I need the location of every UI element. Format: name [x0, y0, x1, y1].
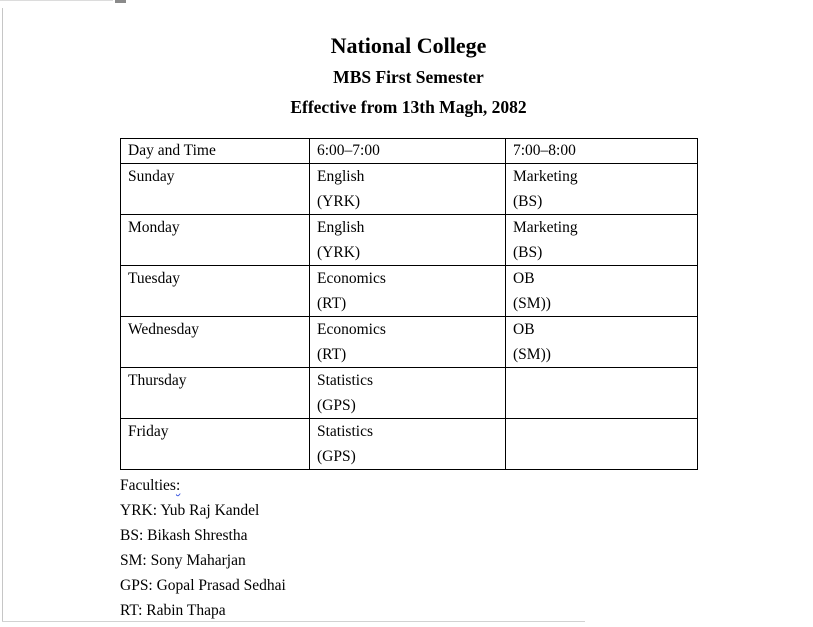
teacher-code: (SM)): [513, 295, 551, 312]
slot2-cell: OB (SM)): [505, 265, 698, 317]
subject: English: [317, 168, 365, 185]
slot2-cell-empty: [505, 367, 698, 419]
day-cell: Monday: [120, 214, 310, 266]
effective-date-note: Effective from 13th Magh, 2082: [290, 97, 527, 117]
faculties-heading-text: Faculties: [120, 477, 176, 494]
column-header-slot1-time: 6:00–7:00: [309, 138, 506, 164]
table-row-thursday: Thursday Statistics (GPS): [120, 367, 698, 419]
teacher-code: (SM)): [513, 346, 551, 363]
subject: OB: [513, 270, 535, 287]
faculty-item: GPS: Gopal Prasad Sedhai: [120, 577, 286, 594]
day-cell: Wednesday: [120, 316, 310, 368]
page-bottom-edge: [2, 621, 585, 622]
slot2-cell-empty: [505, 418, 698, 470]
faculties-section: Faculties: YRK: Yub Raj Kandel BS: Bikas…: [120, 473, 697, 623]
subject: English: [317, 219, 365, 236]
table-row-tuesday: Tuesday Economics (RT) OB (SM)): [120, 265, 698, 317]
spellcheck-squiggle: :: [175, 477, 181, 494]
slot2-cell: Marketing (BS): [505, 214, 698, 266]
faculties-heading: Faculties:: [120, 473, 697, 498]
teacher-code: (GPS): [317, 448, 356, 465]
teacher-code: (GPS): [317, 397, 356, 414]
teacher-code: (RT): [317, 346, 347, 363]
day-cell: Friday: [120, 418, 310, 470]
document-subtitle: MBS First Semester: [333, 67, 484, 87]
subject: Statistics: [317, 423, 373, 440]
table-row-monday: Monday English (YRK) Marketing (BS): [120, 214, 698, 266]
slot2-cell: Marketing (BS): [505, 163, 698, 215]
page-margin-marker: [115, 0, 126, 3]
slot1-cell: Statistics (GPS): [309, 418, 506, 470]
page-left-edge: [2, 8, 3, 622]
day-cell: Thursday: [120, 367, 310, 419]
timetable: Day and Time 6:00–7:00 7:00–8:00 Sunday …: [120, 138, 698, 470]
slot1-cell: Economics (RT): [309, 316, 506, 368]
faculty-item: YRK: Yub Raj Kandel: [120, 502, 260, 519]
subject: Economics: [317, 321, 386, 338]
subject: Marketing: [513, 168, 578, 185]
table-row-wednesday: Wednesday Economics (RT) OB (SM)): [120, 316, 698, 368]
teacher-code: (YRK): [317, 244, 361, 261]
page-title: National College: [330, 33, 487, 58]
slot1-cell: Statistics (GPS): [309, 367, 506, 419]
slot1-cell: Economics (RT): [309, 265, 506, 317]
teacher-code: (YRK): [317, 193, 361, 210]
subject: Statistics: [317, 372, 373, 389]
day-cell: Sunday: [120, 163, 310, 215]
slot1-cell: English (YRK): [309, 163, 506, 215]
day-cell: Tuesday: [120, 265, 310, 317]
document-content: National College MBS First Semester Effe…: [120, 30, 698, 623]
teacher-code: (BS): [513, 244, 543, 261]
subject: Marketing: [513, 219, 578, 236]
faculty-item: RT: Rabin Thapa: [120, 602, 226, 619]
slot2-cell: OB (SM)): [505, 316, 698, 368]
subject: OB: [513, 321, 535, 338]
teacher-code: (RT): [317, 295, 347, 312]
faculty-item: SM: Sony Maharjan: [120, 552, 246, 569]
table-row-sunday: Sunday English (YRK) Marketing (BS): [120, 163, 698, 215]
column-header-slot2-time: 7:00–8:00: [505, 138, 698, 164]
table-row-friday: Friday Statistics (GPS): [120, 418, 698, 470]
page-top-edge: [0, 0, 113, 1]
timetable-header-row: Day and Time 6:00–7:00 7:00–8:00: [120, 138, 698, 164]
column-header-day-and-time: Day and Time: [120, 138, 310, 164]
slot1-cell: English (YRK): [309, 214, 506, 266]
faculty-item: BS: Bikash Shrestha: [120, 527, 248, 544]
teacher-code: (BS): [513, 193, 543, 210]
subject: Economics: [317, 270, 386, 287]
